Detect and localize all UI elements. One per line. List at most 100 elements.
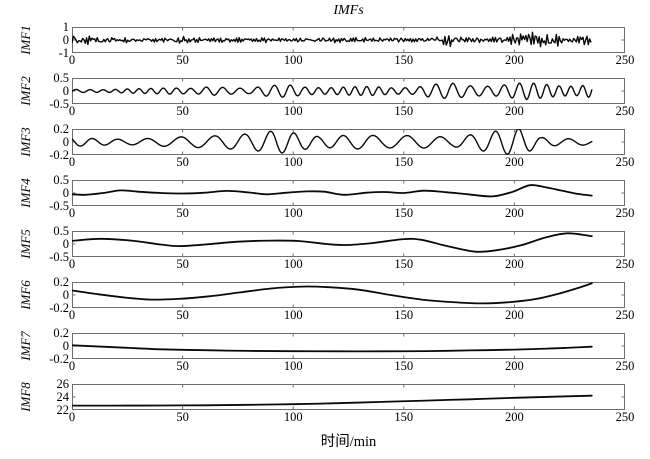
x-axis-title: 时间/min bbox=[320, 434, 377, 450]
x-tick-labels-imf7: 0 50 100 150 200 250 bbox=[68, 359, 635, 374]
x-tick-label: 200 bbox=[505, 308, 524, 322]
plot-area-imf4: 0 50 100 150 200 250 bbox=[68, 180, 635, 221]
x-tick-label: 250 bbox=[615, 53, 635, 67]
y-axis-label-imf1: IMF1 bbox=[16, 25, 36, 55]
y-tick-labels-imf4: 0.5 0 -0.5 bbox=[36, 174, 72, 212]
plot-area-imf6: 0 50 100 150 200 250 bbox=[68, 282, 635, 323]
x-tick-label: 100 bbox=[283, 257, 303, 271]
x-tick-label: 200 bbox=[505, 206, 524, 220]
waveform-imf2 bbox=[72, 78, 625, 104]
y-axis-label-text: IMF3 bbox=[18, 127, 33, 157]
plot-area-imf2: 0 50 100 150 200 250 bbox=[69, 78, 635, 119]
x-tick-label: 250 bbox=[615, 257, 635, 271]
y-tick-label: 0.2 bbox=[53, 274, 69, 289]
y-axis-label-imf6: IMF6 bbox=[16, 280, 36, 310]
x-tick-labels-imf6: 0 50 100 150 200 250 bbox=[68, 308, 635, 323]
x-tick-label: 150 bbox=[394, 410, 414, 424]
plot-area-imf5: 0 50 100 150 200 250 bbox=[68, 231, 635, 272]
signal-line-imf6 bbox=[72, 282, 593, 305]
x-tick-label: 100 bbox=[283, 155, 303, 169]
x-tick-labels-imf4: 0 50 100 150 200 250 bbox=[68, 206, 635, 221]
x-tick-label: 100 bbox=[283, 308, 303, 322]
y-tick-labels-imf5: 0.5 0 -0.5 bbox=[36, 225, 72, 263]
waveform-imf7 bbox=[72, 333, 625, 359]
y-tick-label: 0 bbox=[62, 83, 69, 98]
y-tick-label: 0 bbox=[62, 287, 69, 302]
x-tick-label: 0 bbox=[68, 257, 76, 271]
x-tick-label: 100 bbox=[283, 410, 303, 424]
x-tick-labels-imf5: 0 50 100 150 200 250 bbox=[68, 257, 635, 272]
y-axis-label-text: IMF5 bbox=[18, 229, 33, 259]
x-tick-label: 200 bbox=[505, 53, 524, 67]
y-tick-label: 0.5 bbox=[53, 172, 69, 187]
y-tick-label: 22 bbox=[56, 402, 70, 417]
x-tick-label: 250 bbox=[615, 410, 635, 424]
x-tick-label: 150 bbox=[394, 104, 414, 118]
y-tick-label: 0 bbox=[62, 185, 69, 200]
x-tick-label: 100 bbox=[283, 359, 303, 373]
y-axis-label-imf2: IMF2 bbox=[16, 76, 36, 106]
y-tick-label: 26 bbox=[56, 376, 70, 391]
x-tick-label: 0 bbox=[68, 206, 76, 220]
y-axis-label-imf8: IMF8 bbox=[16, 382, 36, 412]
x-tick-label: 250 bbox=[615, 155, 635, 169]
x-tick-label: 0 bbox=[68, 53, 76, 67]
y-tick-label: -0.5 bbox=[49, 249, 69, 264]
y-tick-label: 0 bbox=[62, 134, 69, 149]
y-tick-labels-imf7: 0.2 0 -0.2 bbox=[36, 327, 72, 365]
y-tick-label: 0.2 bbox=[53, 121, 69, 136]
signal-line-imf5 bbox=[72, 232, 593, 253]
x-tick-label: 50 bbox=[176, 53, 189, 67]
y-tick-label: 0 bbox=[62, 338, 69, 353]
y-axis-label-text: IMF4 bbox=[18, 178, 33, 208]
x-tick-label: 150 bbox=[394, 155, 414, 169]
y-tick-label: 0 bbox=[62, 236, 69, 251]
x-tick-label: 50 bbox=[176, 206, 189, 220]
x-tick-label: 200 bbox=[505, 410, 524, 424]
x-tick-label: 150 bbox=[394, 206, 414, 220]
x-tick-label: 150 bbox=[394, 53, 414, 67]
y-axis-label-text: IMF1 bbox=[18, 25, 33, 55]
subplot-imf4: IMF4 0.5 0 -0.5 0 50 100 150 200 250 bbox=[0, 174, 650, 221]
x-tick-label: 250 bbox=[615, 359, 635, 373]
waveform-imf5 bbox=[72, 231, 625, 257]
x-tick-label: 50 bbox=[176, 308, 189, 322]
y-tick-labels-imf2: 0.5 0 -0.5 bbox=[36, 72, 72, 110]
x-tick-label: 250 bbox=[615, 308, 635, 322]
signal-line-imf4 bbox=[72, 184, 593, 198]
plot-area-imf3: 0 50 100 150 200 250 bbox=[68, 129, 634, 170]
y-tick-labels-imf1: 1 0 -1 bbox=[36, 21, 72, 59]
subplot-imf7: IMF7 0.2 0 -0.2 0 50 100 150 200 250 bbox=[0, 327, 650, 374]
x-tick-label: 150 bbox=[394, 359, 414, 373]
signal-line-imf8 bbox=[72, 394, 593, 407]
y-tick-label: -1 bbox=[58, 45, 69, 60]
x-tick-label: 0 bbox=[68, 155, 76, 169]
waveform-imf3 bbox=[72, 129, 625, 155]
signal-line-imf2 bbox=[72, 82, 593, 101]
y-axis-label-text: IMF2 bbox=[18, 76, 33, 106]
x-tick-label: 200 bbox=[505, 257, 524, 271]
subplot-imf8: IMF8 26 24 22 0 50 100 150 200 250 bbox=[0, 378, 650, 425]
y-tick-labels-imf3: 0.2 0 -0.2 bbox=[36, 123, 72, 161]
waveform-imf8 bbox=[72, 384, 625, 410]
y-axis-label-text: IMF8 bbox=[18, 382, 33, 412]
x-tick-label: 200 bbox=[505, 104, 524, 118]
x-tick-label: 0 bbox=[68, 359, 76, 373]
y-axis-label-imf4: IMF4 bbox=[16, 178, 36, 208]
x-tick-labels-imf2: 0 50 100 150 200 250 bbox=[69, 104, 635, 119]
y-tick-label: 0.5 bbox=[53, 223, 69, 238]
y-tick-label: 0 bbox=[62, 32, 69, 47]
y-tick-label: 0.2 bbox=[53, 325, 69, 340]
x-tick-label: 0 bbox=[68, 308, 76, 322]
signal-line-imf7 bbox=[72, 344, 593, 353]
x-tick-label: 50 bbox=[176, 155, 189, 169]
subplot-imf2: IMF2 0.5 0 -0.5 0 50 100 150 200 250 bbox=[0, 72, 650, 119]
y-axis-label-imf3: IMF3 bbox=[16, 127, 36, 157]
plot-area-imf1: 0 50 100 150 200 250 bbox=[68, 27, 634, 68]
y-tick-label: -0.5 bbox=[49, 198, 69, 213]
subplots-container: IMF1 1 0 -1 0 50 100 150 200 250 IMF2 0.5 0 -0.5 0 50 10… bbox=[0, 21, 650, 425]
y-tick-label: -0.2 bbox=[49, 147, 69, 162]
x-tick-label: 100 bbox=[283, 53, 303, 67]
plot-area-imf7: 0 50 100 150 200 250 bbox=[68, 333, 635, 374]
